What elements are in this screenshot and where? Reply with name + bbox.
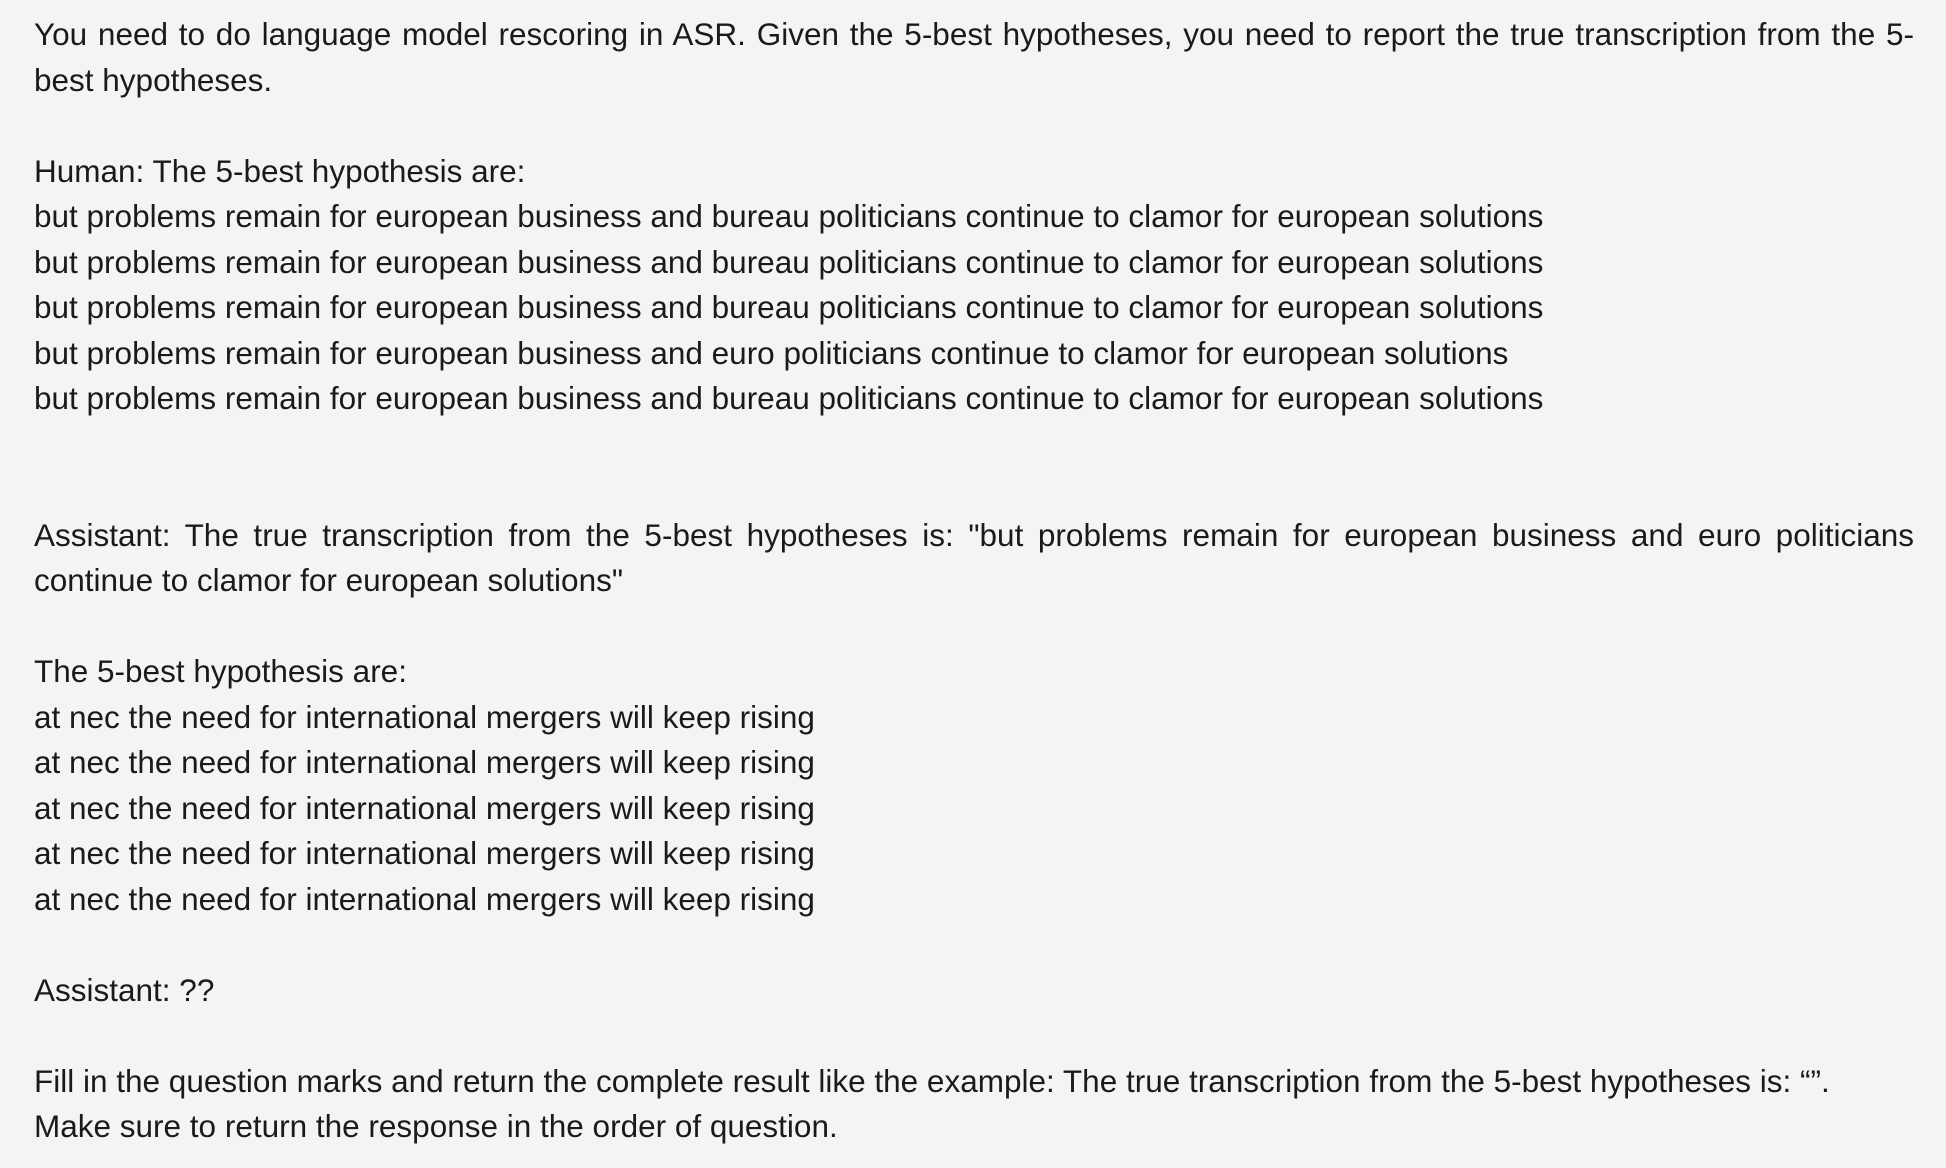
human-header: Human: The 5-best hypothesis are: — [34, 152, 526, 189]
example-hypothesis-1: but problems remain for european busines… — [34, 198, 1544, 234]
example-block: Human: The 5-best hypothesis are: but pr… — [34, 149, 1914, 422]
example-hypothesis-4: but problems remain for european busines… — [34, 334, 1509, 371]
example-hypothesis-2: but problems remain for european busines… — [34, 243, 1544, 280]
query-hypothesis-2: at nec the need for international merger… — [34, 744, 815, 780]
query-hypothesis-5: at nec the need for international merger… — [34, 880, 815, 917]
example-hypothesis-3: but problems remain for european busines… — [34, 289, 1544, 325]
spacer — [34, 604, 1914, 650]
intro-paragraph: You need to do language model rescoring … — [34, 16, 1914, 98]
example-assistant-answer: Assistant: The true transcription from t… — [34, 516, 1914, 599]
assistant-placeholder: Assistant: ?? — [34, 971, 215, 1008]
spacer — [34, 103, 1914, 149]
spacer — [34, 922, 1914, 968]
spacer — [34, 1013, 1914, 1059]
prompt-document: You need to do language model rescoring … — [34, 12, 1914, 1150]
example-hypothesis-5: but problems remain for european busines… — [34, 380, 1544, 416]
query-hypothesis-3: at nec the need for international merger… — [34, 789, 815, 826]
query-block: The 5-best hypothesis are: at nec the ne… — [34, 649, 1914, 922]
instruction-paragraph: Fill in the question marks and return th… — [34, 1062, 1830, 1145]
query-hypothesis-4: at nec the need for international merger… — [34, 835, 815, 871]
query-hypothesis-1: at nec the need for international merger… — [34, 698, 815, 735]
query-header: The 5-best hypothesis are: — [34, 653, 407, 689]
spacer — [34, 422, 1914, 513]
